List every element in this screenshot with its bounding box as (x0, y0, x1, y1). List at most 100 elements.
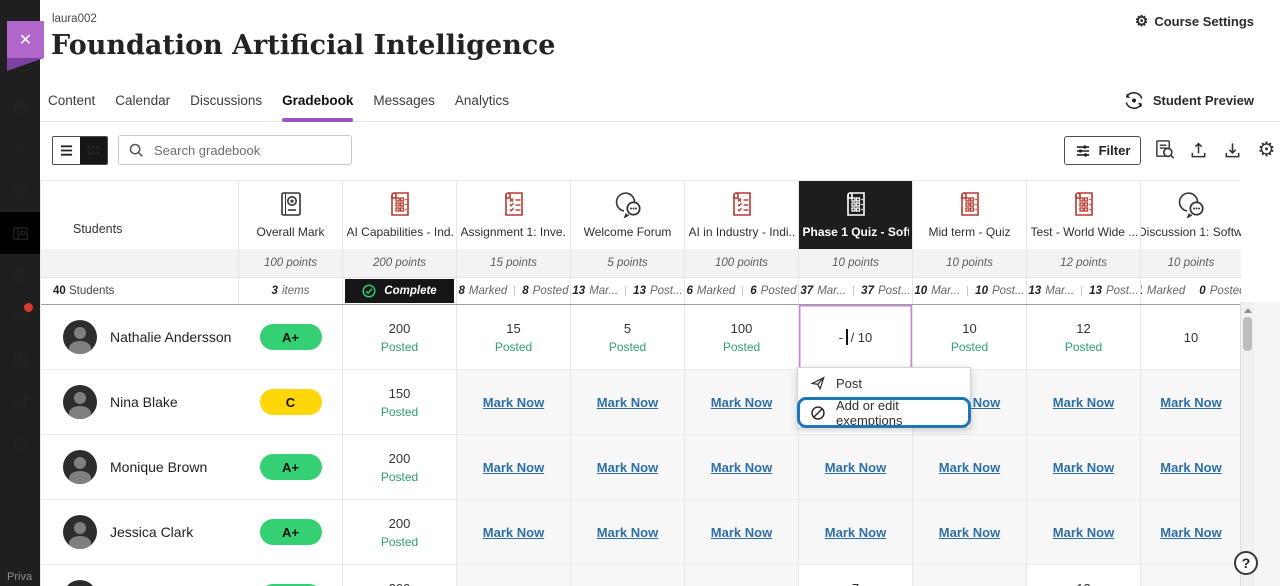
column-header[interactable]: AI Capabilities - Ind... (343, 181, 457, 249)
vertical-scrollbar[interactable] (1240, 302, 1254, 586)
mark-now-link[interactable]: Mark Now (1052, 459, 1115, 475)
grade-cell[interactable]: 10 Posted (913, 305, 1027, 369)
course-settings-button[interactable]: ⚙ Course Settings (1135, 14, 1254, 29)
mark-now-link[interactable]: Mark Now (710, 524, 773, 540)
overall-grade-cell[interactable]: A+ (239, 305, 343, 369)
mark-now-link[interactable]: Mark Now (482, 459, 545, 475)
download-button[interactable] (1220, 136, 1245, 163)
column-header[interactable]: Overall Mark (239, 181, 343, 249)
student-cell[interactable]: Jessica Clark (41, 500, 239, 564)
tab-gradebook[interactable]: Gradebook (282, 79, 354, 122)
mark-now-link[interactable]: Mark Now (824, 524, 887, 540)
review-marks-button[interactable] (1152, 136, 1177, 163)
column-header[interactable]: Discussion 1: Softw.. (1141, 181, 1241, 249)
student-cell[interactable]: Monique Brown (41, 435, 239, 499)
student-preview-label: Student Preview (1152, 92, 1254, 108)
sidebar-item-tools[interactable] (0, 380, 40, 422)
mark-now-link[interactable]: Mark Now (1052, 394, 1115, 410)
status-cell: 13 Mar... 13 Post... (571, 278, 685, 304)
mark-now-link[interactable]: Mark Now (710, 459, 773, 475)
grade-cell: Mark Now (571, 370, 685, 434)
sidebar-item-profile[interactable] (0, 128, 40, 170)
tab-messages[interactable]: Messages (373, 92, 435, 108)
search-input[interactable] (152, 141, 342, 159)
mark-now-link[interactable]: Mark Now (596, 524, 659, 540)
mark-now-link[interactable]: Mark Now (1160, 394, 1222, 410)
student-row: Jessica Clark A+ 200 Posted Mark Now Mark Now… (41, 500, 1241, 565)
grade-cell[interactable]: 150 Posted (343, 370, 457, 434)
column-header[interactable]: Welcome Forum (571, 181, 685, 249)
gradebook-settings-button[interactable]: ⚙ (1254, 136, 1279, 163)
mark-now-link[interactable]: Mark Now (1052, 524, 1115, 540)
grade-pill[interactable]: C (259, 389, 322, 415)
filter-button[interactable]: Filter (1064, 136, 1141, 165)
sidebar-item-grades[interactable] (0, 338, 40, 380)
column-header[interactable]: Mid term - Quiz (913, 181, 1027, 249)
sidebar-item-recent[interactable] (0, 422, 40, 464)
sidebar-item-messages[interactable] (0, 296, 40, 338)
student-cell[interactable]: Nathalie Andersson (41, 305, 239, 369)
grade-cell: Mark Now (457, 370, 571, 434)
sidebar-item-courses[interactable] (0, 212, 40, 254)
mark-now-link[interactable]: Mark Now (824, 459, 887, 475)
grade-pill[interactable]: A+ (259, 584, 322, 586)
grade-input-cell[interactable]: -/ 10 (799, 305, 913, 369)
mark-now-link[interactable]: Mark Now (710, 394, 773, 410)
grade-pill[interactable]: A+ (259, 519, 322, 545)
tab-analytics[interactable]: Analytics (454, 92, 509, 108)
mark-now-link[interactable]: Mark Now (1160, 524, 1222, 540)
grid-view-button[interactable] (80, 137, 107, 164)
tab-content[interactable]: Content (48, 92, 96, 108)
help-button[interactable]: ? (1234, 551, 1258, 575)
overall-grade-cell[interactable]: A+ (239, 500, 343, 564)
grades-icon (11, 350, 30, 369)
tab-discussions[interactable]: Discussions (190, 92, 263, 108)
privacy-link[interactable]: Priva (7, 571, 33, 583)
close-course-button[interactable]: ✕ (7, 21, 44, 58)
sidebar-item-calendar[interactable] (0, 254, 40, 296)
mark-now-link[interactable]: Mark Now (938, 524, 1001, 540)
students-column-header[interactable]: Students (41, 181, 239, 249)
mark-now-link[interactable]: Mark Now (596, 394, 659, 410)
globe-icon (11, 182, 30, 201)
column-header[interactable]: Phase 1 Quiz - Soft... (799, 181, 913, 249)
grade-pill[interactable]: A+ (259, 324, 322, 350)
grade-cell[interactable]: 100 Posted (685, 305, 799, 369)
sidebar-item-globe[interactable] (0, 170, 40, 212)
mark-now-link[interactable]: Mark Now (1160, 459, 1222, 475)
list-view-button[interactable] (53, 137, 80, 164)
grade-cell: Mark Now (685, 565, 799, 586)
upload-button[interactable] (1186, 136, 1211, 163)
mark-now-link[interactable]: Mark Now (938, 459, 1001, 475)
scroll-up-arrow[interactable] (1244, 308, 1252, 313)
sidebar-item-institution[interactable] (0, 86, 40, 128)
grade-cell[interactable]: 15 Posted (457, 305, 571, 369)
mark-now-link[interactable]: Mark Now (482, 524, 545, 540)
column-header[interactable]: Test - World Wide ... (1027, 181, 1141, 249)
menu-item-exemptions[interactable]: Add or edit exemptions (797, 397, 971, 428)
column-header[interactable]: AI in Industry - Indi... (685, 181, 799, 249)
overall-grade-cell[interactable]: C (239, 370, 343, 434)
student-cell[interactable]: Florence Clark (41, 565, 239, 586)
menu-item-post[interactable]: Post (798, 368, 970, 398)
grade-cell[interactable]: 5 Posted (571, 305, 685, 369)
overall-grade-cell[interactable]: A+ (239, 435, 343, 499)
scroll-thumb[interactable] (1243, 317, 1252, 351)
mark-now-link[interactable]: Mark Now (596, 459, 659, 475)
grade-pill[interactable]: A+ (259, 454, 322, 480)
student-cell[interactable]: Nina Blake (41, 370, 239, 434)
column-header[interactable]: Assignment 1: Inve... (457, 181, 571, 249)
grade-cell[interactable]: 7Posted (799, 565, 913, 586)
mark-now-link[interactable]: Mark Now (482, 394, 545, 410)
grade-cell[interactable]: 10 (1183, 329, 1199, 345)
tab-calendar[interactable]: Calendar (115, 92, 171, 108)
overall-grade-cell[interactable]: A+ (239, 565, 343, 586)
student-preview-button[interactable]: Student Preview (1123, 79, 1254, 121)
